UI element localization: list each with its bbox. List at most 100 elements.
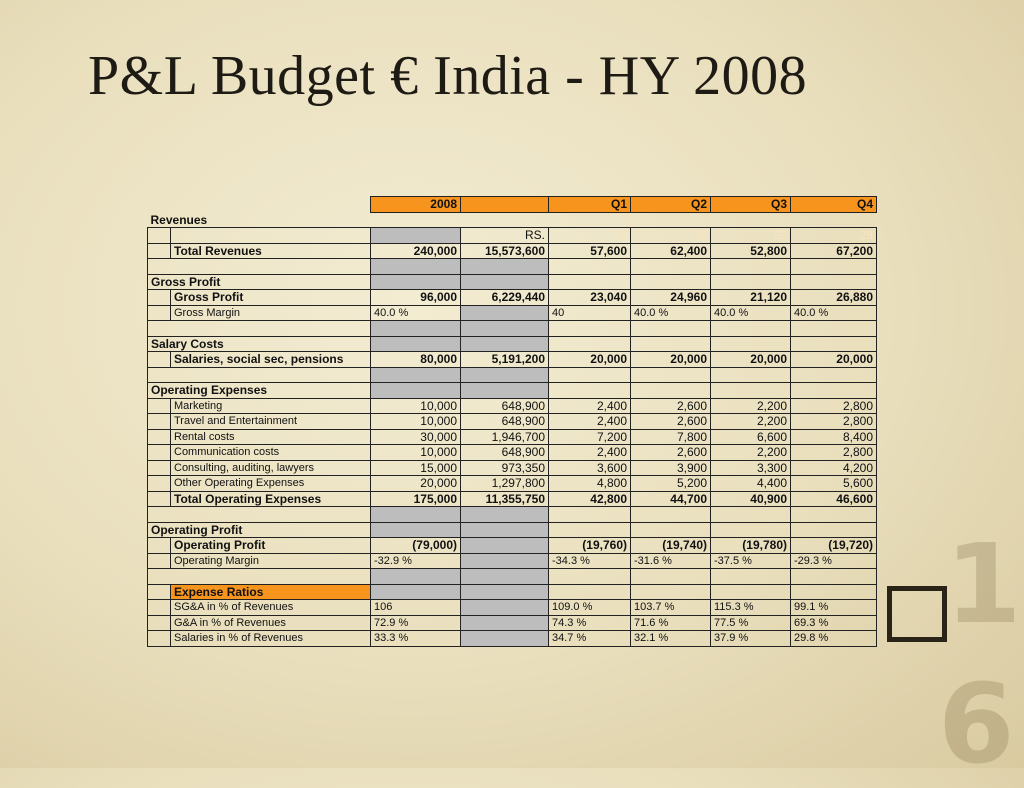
value-cell: 10,000 [370,397,461,414]
empty-cell [630,258,711,275]
value-cell: 42,800 [548,490,631,507]
indent-cell [147,289,171,306]
empty-cell [147,506,371,523]
empty-cell [630,583,711,600]
row-label: Total Revenues [170,242,371,259]
value-cell: 2,200 [710,397,791,414]
section-label: Operating Expenses [147,382,371,399]
empty-cell [710,273,791,290]
empty-cell [370,258,461,275]
empty-cell [630,320,711,337]
empty-cell [460,506,549,523]
empty-cell [790,320,877,337]
table-row [147,506,877,523]
value-cell: 7,800 [630,428,711,445]
row-label: Expense Ratios [170,583,371,600]
table-row: Salary Costs [147,335,877,352]
indent-cell [147,459,171,476]
value-cell: 175,000 [370,490,461,507]
value-cell: 1,297,800 [460,475,549,492]
table-row: Salaries, social sec, pensions 80,000 5,19… [147,351,877,368]
value-cell: 26 [630,227,711,244]
empty-cell [548,258,631,275]
empty-cell [630,382,711,399]
table-row: Other Operating Expenses 20,000 1,297,800 4… [147,475,877,492]
empty-cell [710,568,791,585]
value-cell: 40,900 [710,490,791,507]
value-cell: 37.9 % [710,630,791,647]
value-cell: 2,800 [790,444,877,461]
indent-cell [147,630,171,647]
empty-cell [548,382,631,399]
empty-cell [147,568,371,585]
value-cell: 26,880 [790,289,877,306]
value-cell: -31.6 % [630,552,711,569]
empty-cell [710,335,791,352]
empty-cell [710,382,791,399]
table-row: RS. 24 26 22 28 [147,227,877,244]
value-cell: 973,350 [460,459,549,476]
empty-cell [710,506,791,523]
value-cell: 2,800 [790,413,877,430]
empty-cell [460,273,549,290]
value-cell: 2,400 [548,397,631,414]
value-cell: 240,000 [370,242,461,259]
table-row: Operating Margin -32.9 % -34.3 % -31.6 % -37… [147,552,877,569]
value-cell: 21,120 [710,289,791,306]
value-cell: 10,000 [370,413,461,430]
table-row [147,568,877,585]
value-cell: 1,946,700 [460,428,549,445]
value-cell: -32.9 % [370,552,461,569]
indent-cell [147,490,171,507]
empty-cell [370,568,461,585]
empty-cell [790,258,877,275]
indent-cell [147,583,171,600]
value-cell: -34.3 % [548,552,631,569]
value-cell: 103.7 % [630,599,711,616]
indent-cell [147,537,171,554]
table-row: Marketing 10,000 648,900 2,400 2,600 2,200 2,8… [147,397,877,414]
empty-cell [460,599,549,616]
value-cell: -29.3 % [790,552,877,569]
value-cell: 20,000 [630,351,711,368]
empty-cell [630,335,711,352]
decor-box [887,586,947,642]
value-cell: 46,600 [790,490,877,507]
row-label: Travel and Entertainment [170,413,371,430]
value-cell: 29.8 % [790,630,877,647]
row-label: Other Operating Expenses [170,475,371,492]
indent-cell [147,444,171,461]
table-row: Gross Profit [147,273,877,290]
empty-cell [710,258,791,275]
value-cell: 67,200 [790,242,877,259]
row-label: Total Operating Expenses [170,490,371,507]
empty-cell [548,366,631,383]
value-cell: 15,573,600 [460,242,549,259]
value-cell: 40.0 % [790,304,877,321]
empty-cell [549,212,631,228]
value-cell: 96,000 [370,289,461,306]
empty-cell [148,197,371,213]
table-row: G&A in % of Revenues 72.9 % 74.3 % 71.6 % 77… [147,614,877,631]
value-cell: 40 [548,304,631,321]
empty-cell [460,568,549,585]
empty-cell [710,583,791,600]
row-label: Gross Profit [170,289,371,306]
value-cell: 3,300 [710,459,791,476]
value-cell: 23,040 [548,289,631,306]
empty-cell [791,212,877,228]
value-cell: 2,400 [548,413,631,430]
value-cell: 22 [710,227,791,244]
empty-cell [548,335,631,352]
table-row: Communication costs 10,000 648,900 2,400 2,6… [147,444,877,461]
slide-title: P&L Budget € India - HY 2008 [88,45,808,107]
value-cell: 15,000 [370,459,461,476]
empty-cell [548,273,631,290]
table-row: Salaries in % of Revenues 33.3 % 34.7 % 32.… [147,630,877,647]
empty-cell [460,382,549,399]
value-cell: 99.1 % [790,599,877,616]
value-cell: 30,000 [370,428,461,445]
value-cell: (19,780) [710,537,791,554]
row-label [170,227,371,244]
